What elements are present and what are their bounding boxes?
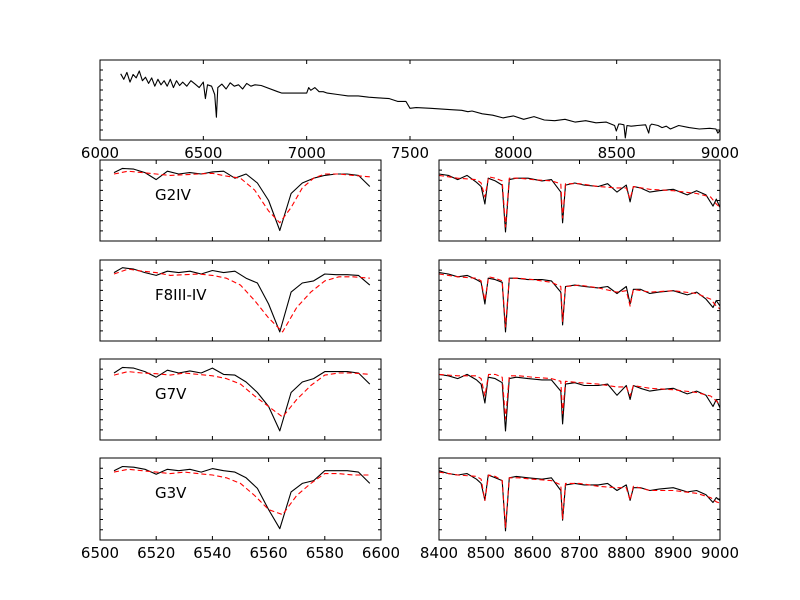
left-panel-4-xtick-label: 6580 xyxy=(306,544,344,562)
right-panel-2-model-line xyxy=(439,273,720,328)
top-panel-xtick-label: 6000 xyxy=(81,144,119,162)
right-panel-4-xtick-label: 8400 xyxy=(420,544,458,562)
left-panel-4: 6500 6520 6540 6560 6580 6600 G3V xyxy=(81,457,400,562)
left-panel-3: G7V xyxy=(99,358,382,441)
right-panel-4-xtick-label: 8900 xyxy=(654,544,692,562)
right-panel-2-observed-line xyxy=(439,272,720,333)
right-panel-1 xyxy=(438,159,721,242)
left-panel-4-xtick-label: 6560 xyxy=(250,544,288,562)
right-panel-4-xtick-label: 8700 xyxy=(560,544,598,562)
right-panel-4: 8400 8500 8600 8700 8800 8900 9000 xyxy=(420,457,739,562)
right-panel-1-model-line xyxy=(439,174,720,228)
left-panel-3-model-line xyxy=(113,371,370,418)
right-panel-4-xtick-label: 9000 xyxy=(701,544,739,562)
right-panel-2 xyxy=(438,259,721,342)
left-panel-2-model-line xyxy=(113,268,370,333)
right-panel-3-model-line xyxy=(439,373,720,420)
left-panel-1-model-line xyxy=(113,170,370,224)
left-panel-3-observed-line xyxy=(113,366,371,432)
left-panel-4-xtick-label: 6500 xyxy=(81,544,119,562)
left-panel-4-xtick-label: 6540 xyxy=(193,544,231,562)
top-panel-xtick-label: 7500 xyxy=(391,144,429,162)
left-panel-2-observed-line xyxy=(113,267,371,333)
left-panel-1: G2IV xyxy=(99,159,382,242)
left-panel-1-observed-line xyxy=(113,167,371,232)
right-panel-3 xyxy=(438,358,721,441)
left-panel-4-model-line xyxy=(113,468,370,516)
left-panel-3-type-label: G7V xyxy=(155,385,187,403)
right-panel-4-xtick-label: 8800 xyxy=(607,544,645,562)
left-panel-1-type-label: G2IV xyxy=(155,186,192,204)
left-panel-4-type-label: G3V xyxy=(155,484,187,502)
top-panel-xtick-label: 7000 xyxy=(288,144,326,162)
left-panel-4-xtick-label: 6600 xyxy=(362,544,400,562)
right-panel-4-xtick-label: 8600 xyxy=(514,544,552,562)
left-panel-4-xtick-label: 6520 xyxy=(137,544,175,562)
right-panel-4-model-line xyxy=(439,471,720,528)
top-panel-xtick-label: 9000 xyxy=(701,144,739,162)
top-panel-xtick-label: 8000 xyxy=(494,144,532,162)
left-panel-4-observed-line xyxy=(113,465,371,530)
right-panel-4-xtick-label: 8500 xyxy=(467,544,505,562)
top-panel-xtick-label: 6500 xyxy=(184,144,222,162)
left-panel-2: F8III-IV xyxy=(99,259,382,342)
left-panel-2-type-label: F8III-IV xyxy=(155,286,207,304)
top-panel-observed-line xyxy=(120,70,720,139)
top-panel-xtick-label: 8500 xyxy=(598,144,636,162)
top-panel: 6000 6500 7000 7500 8000 8500 9000 xyxy=(81,59,739,162)
